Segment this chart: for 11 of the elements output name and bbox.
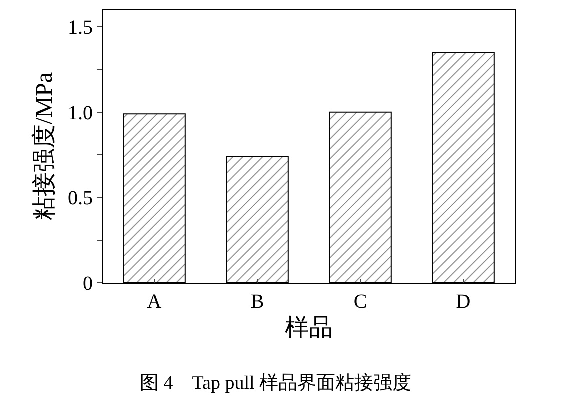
- x-axis-title: 样品: [285, 315, 333, 342]
- y-tick-label: 1.0: [68, 102, 93, 124]
- y-tick-label: 1.5: [68, 17, 93, 40]
- y-tick-label: 0.5: [68, 188, 93, 210]
- x-tick-label: C: [354, 291, 368, 313]
- x-tick-label: A: [147, 291, 162, 313]
- caption: 图 4 Tap pull 样品界面粘接强度: [140, 372, 412, 394]
- x-tick-label: B: [250, 291, 264, 313]
- y-axis-title: 粘接强度/MPa: [31, 72, 58, 221]
- y-tick-label: 0: [83, 273, 93, 295]
- x-tick-label: D: [456, 291, 471, 313]
